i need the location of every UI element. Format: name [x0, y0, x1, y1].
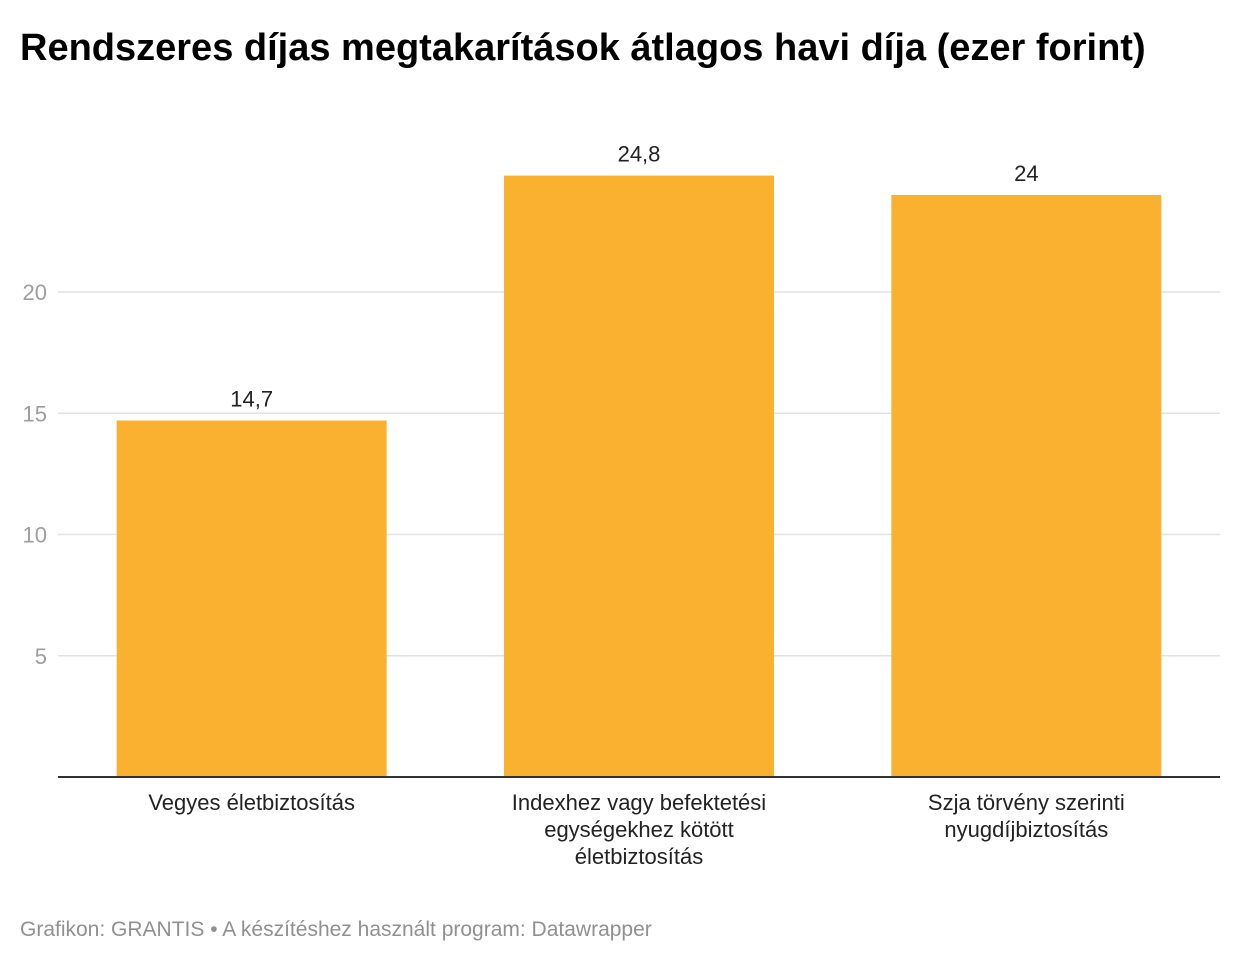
- x-category-label: Indexhez vagy befektetési: [512, 790, 766, 815]
- bar: [891, 195, 1162, 777]
- x-category-label: Vegyes életbiztosítás: [148, 790, 355, 815]
- chart-title: Rendszeres díjas megtakarítások átlagos …: [20, 27, 1146, 69]
- x-category-label: egységekhez kötött: [544, 817, 734, 842]
- bar: [116, 420, 387, 777]
- y-axis-ticks: 5 10 15 20: [23, 280, 47, 669]
- bar-value-label: 24: [1014, 161, 1038, 186]
- footer-credit: Grafikon: GRANTIS • A készítéshez haszná…: [20, 918, 652, 941]
- x-category-label: nyugdíjbiztosítás: [944, 817, 1108, 842]
- y-tick-label: 20: [23, 280, 47, 305]
- y-tick-label: 5: [35, 644, 47, 669]
- bar-value-labels: 14,7 24,8 24: [230, 142, 1038, 412]
- bars: [116, 175, 1162, 778]
- y-tick-label: 15: [23, 401, 47, 426]
- bar-value-label: 14,7: [230, 387, 273, 412]
- x-axis-category-labels: Vegyes életbiztosítás Indexhez vagy befek…: [148, 790, 1124, 869]
- x-category-label: Szja törvény szerinti: [928, 790, 1125, 815]
- bar-value-label: 24,8: [618, 142, 661, 167]
- bar: [504, 175, 774, 778]
- y-tick-label: 10: [23, 523, 47, 548]
- x-category-label: életbiztosítás: [575, 844, 703, 869]
